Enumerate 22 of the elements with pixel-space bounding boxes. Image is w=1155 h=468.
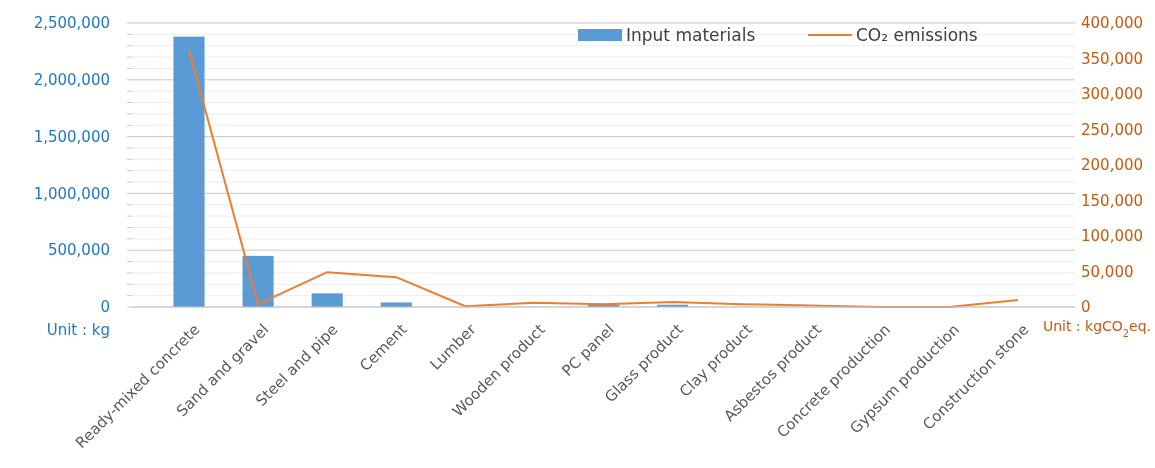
y-tick-label: 1,500,000 (33, 127, 110, 146)
y2-tick-label: 350,000 (1081, 49, 1144, 68)
y-tick-label: 0 (100, 298, 110, 317)
y2-tick-label: 200,000 (1081, 156, 1144, 175)
y-tick-label: 1,000,000 (33, 184, 110, 203)
legend-label: Input materials (626, 24, 756, 45)
bar (173, 36, 205, 307)
y2-tick-label: 100,000 (1081, 227, 1144, 246)
line-series (188, 48, 1020, 308)
bar (311, 293, 343, 307)
text: Unit : kgCO$_{2}$eq. (1042, 318, 1151, 339)
text: Unit : kg (46, 321, 110, 339)
legend-label: CO₂ emissions (856, 24, 978, 45)
y-tick-label: 2,000,000 (33, 71, 110, 90)
y2-tick-label: 150,000 (1081, 191, 1144, 210)
y2-tick-label: 400,000 (1081, 14, 1144, 33)
y-tick-label: 500,000 (47, 241, 110, 260)
y2-tick-label: 0 (1081, 298, 1091, 317)
y-tick-label: 2,500,000 (33, 14, 110, 33)
y2-tick-label: 300,000 (1081, 85, 1144, 104)
y2-tick-label: 50,000 (1081, 262, 1134, 281)
y2-tick-label: 250,000 (1081, 120, 1144, 139)
